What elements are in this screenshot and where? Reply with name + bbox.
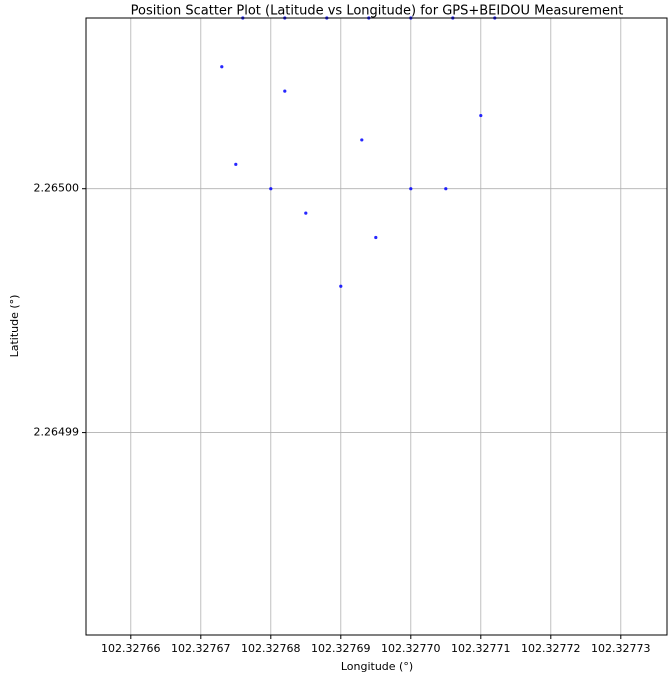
- point: [360, 138, 364, 142]
- point: [374, 235, 378, 240]
- x-tick-label: 102.32767: [171, 642, 231, 655]
- point: [234, 162, 238, 166]
- point: [283, 89, 287, 93]
- point: [304, 211, 308, 215]
- point: [269, 187, 273, 191]
- y-tick-label: 2.26499: [34, 426, 80, 439]
- point: [479, 113, 483, 118]
- x-tick-label: 102.32771: [451, 642, 511, 655]
- x-tick-label: 102.32770: [381, 642, 441, 655]
- point: [444, 187, 448, 191]
- point: [220, 65, 224, 69]
- y-axis-label: Latitude (°): [8, 295, 21, 358]
- x-tick-label: 102.32773: [591, 642, 651, 655]
- x-tick-label: 102.32766: [101, 642, 161, 655]
- x-tick-label: 102.32768: [241, 642, 301, 655]
- x-axis-label: Longitude (°): [341, 660, 413, 673]
- point: [409, 187, 413, 191]
- x-tick-label: 102.32769: [311, 642, 371, 655]
- y-tick-label: 2.26500: [34, 182, 80, 195]
- x-tick-label: 102.32772: [521, 642, 581, 655]
- point: [339, 284, 343, 288]
- chart-title: Position Scatter Plot (Latitude vs Longi…: [131, 4, 624, 19]
- plot-frame: [85, 17, 668, 636]
